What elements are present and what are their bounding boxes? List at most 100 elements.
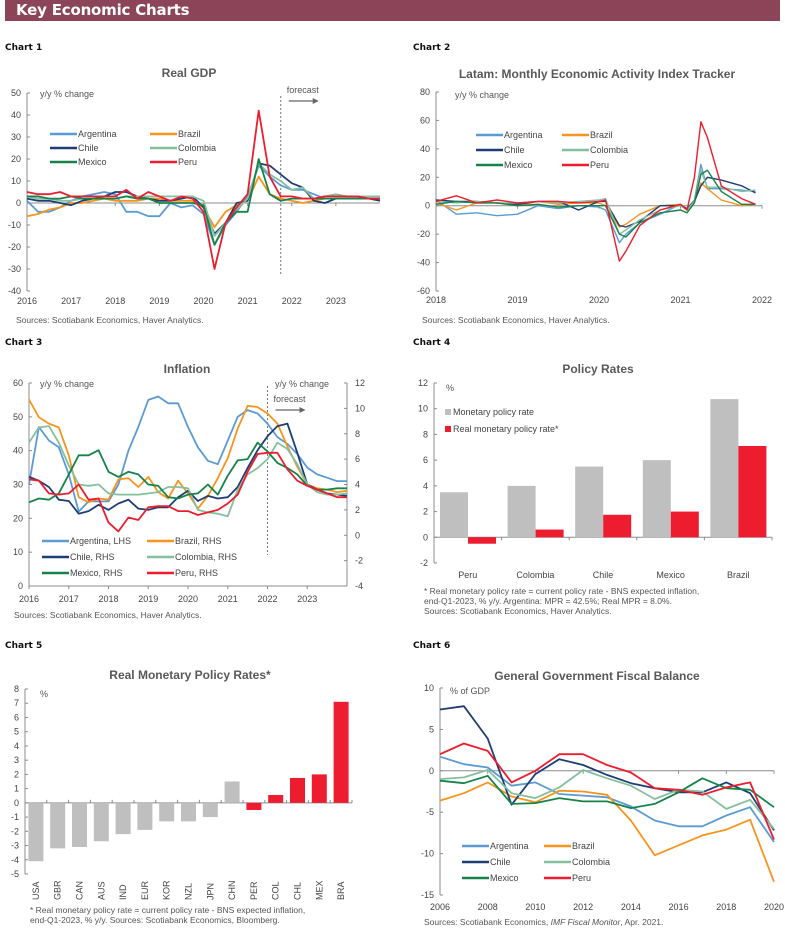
- chart-5-note-line: * Real monetary policy rate = current po…: [30, 905, 306, 915]
- chart6-y-tick-label: -5: [426, 807, 434, 817]
- chart1-y-tick-label: 0: [16, 198, 21, 208]
- chart1-forecast-arrow-icon: [312, 98, 319, 104]
- chart1-y-tick-label: -30: [8, 264, 21, 274]
- chart5-title: Real Monetary Policy Rates*: [109, 668, 271, 682]
- chart3-y-tick-label-right: 4: [355, 480, 360, 490]
- chart6-x-tick-label: 2018: [716, 902, 736, 912]
- chart2-legend-label: Mexico: [504, 160, 533, 170]
- chart-6-source-italic: IMF Fiscal Monitor: [550, 917, 621, 927]
- chart3-legend-label: Mexico, RHS: [70, 568, 123, 578]
- chart4-y-tick-label: 2: [423, 507, 428, 517]
- chart6-series-argentina: [439, 755, 775, 843]
- chart1-y-tick-label: -10: [8, 220, 21, 230]
- chart5-x-tick-label: IND: [118, 884, 128, 900]
- chart-1-label: Chart 1: [5, 43, 43, 53]
- chart2-series-peru: [435, 121, 756, 262]
- header-banner: Key Economic Charts: [5, 0, 780, 21]
- chart2-y-tick-label: -40: [417, 258, 430, 268]
- chart-3-label: Chart 3: [5, 338, 43, 348]
- chart3-legend-label: Brazil, RHS: [175, 536, 222, 546]
- chart5-bar-bra: [333, 701, 349, 803]
- chart3-y-tick-label-right: -4: [355, 581, 363, 591]
- chart-4-note-line: * Real monetary policy rate = current po…: [424, 586, 700, 596]
- chart6-legend-label: Colombia: [572, 857, 610, 867]
- chart-1-source: Sources: Scotiabank Economics, Haver Ana…: [16, 315, 204, 325]
- chart2-legend-label: Colombia: [590, 145, 628, 155]
- chart1-y-tick-label: -20: [8, 242, 21, 252]
- chart4-bar-brazil-real-mpr: [738, 446, 767, 538]
- chart6-x-tick-label: 2008: [478, 902, 498, 912]
- chart2-y-tick-label: -60: [417, 286, 430, 296]
- chart3-title: Inflation: [164, 362, 211, 376]
- chart4-legend-label: Monetary policy rate: [453, 407, 534, 417]
- chart1-legend-label: Mexico: [78, 157, 107, 167]
- chart3-y-tick-label: 60: [13, 378, 23, 388]
- chart1-x-tick-label: 2017: [61, 296, 81, 306]
- chart5-y-tick-label: 1: [14, 784, 19, 794]
- chart3-y-tick-label-right: 8: [355, 429, 360, 439]
- chart5-x-tick-label: AUS: [96, 881, 106, 900]
- chart3-legend-label: Peru, RHS: [175, 568, 218, 578]
- chart1-x-tick-label: 2023: [326, 296, 346, 306]
- chart2-title: Latam: Monthly Economic Activity Index T…: [459, 67, 736, 81]
- chart3-y-tick-label: 50: [13, 412, 23, 422]
- chart5-x-tick-label: COL: [271, 881, 281, 900]
- chart1-series-colombia: [26, 162, 380, 237]
- chart6-y-tick-label: -10: [421, 849, 434, 859]
- chart5-x-tick-label: CHL: [293, 882, 303, 900]
- chart6-x-tick-label: 2020: [764, 902, 784, 912]
- chart2-legend-label: Peru: [590, 160, 609, 170]
- page-title: Key Economic Charts: [16, 1, 190, 19]
- chart5-y-tick-label: 7: [14, 698, 19, 708]
- chart6-x-tick-label: 2016: [669, 902, 689, 912]
- chart2-x-tick-label: 2019: [507, 295, 527, 305]
- chart4-title: Policy Rates: [562, 362, 634, 376]
- chart3-legend-label: Chile, RHS: [70, 552, 115, 562]
- chart4-x-tick-label: Mexico: [656, 570, 685, 580]
- chart6-legend-label: Mexico: [490, 873, 519, 883]
- chart3-x-tick-label: 2022: [258, 594, 278, 604]
- chart4-y-tick-label: 10: [418, 404, 428, 414]
- chart6-legend-label: Argentina: [490, 841, 529, 851]
- chart1-y-tick-label: 40: [11, 110, 21, 120]
- chart3-legend-label: Colombia, RHS: [175, 552, 237, 562]
- chart5-bar-chl: [290, 777, 305, 803]
- chart2-series-mexico: [435, 169, 756, 238]
- chart3-x-tick-label: 2020: [178, 594, 198, 604]
- chart3-y-tick-label: 20: [13, 513, 23, 523]
- chart3-y-tick-label-right: 0: [355, 530, 360, 540]
- chart-4-note-line: Sources: Scotiabank Economics, Haver Ana…: [424, 606, 612, 616]
- chart4-x-tick-label: Colombia: [516, 570, 554, 580]
- chart1-forecast-label: forecast: [287, 85, 320, 95]
- chart2-series-argentina: [435, 163, 756, 244]
- chart2-legend-label: Chile: [504, 145, 525, 155]
- chart2-y-tick-label: 40: [420, 144, 430, 154]
- chart5-x-tick-label: BRA: [336, 881, 346, 900]
- chart-6-source-suffix: , Apr. 2021.: [620, 917, 664, 927]
- chart1-x-tick-label: 2021: [238, 296, 258, 306]
- chart-2-source: Sources: Scotiabank Economics, Haver Ana…: [422, 315, 610, 325]
- chart5-y-tick-label: 2: [14, 769, 19, 779]
- chart6-y-tick-label: -15: [421, 890, 434, 900]
- chart3-y-tick-label: 40: [13, 446, 23, 456]
- chart5-x-tick-label: JPN: [205, 883, 215, 900]
- chart3-x-tick-label: 2021: [218, 594, 238, 604]
- chart6-x-tick-label: 2006: [430, 902, 450, 912]
- chart5-y-tick-label: 4: [14, 741, 19, 751]
- chart1-y-tick-label: 30: [11, 132, 21, 142]
- chart5-x-tick-label: KOR: [162, 880, 172, 900]
- chart5-x-tick-label: CAN: [75, 881, 85, 900]
- chart6-series-peru: [439, 742, 775, 840]
- chart5-bar-kor: [159, 802, 175, 822]
- chart3-series-brazil: [28, 399, 348, 510]
- chart3-y-unit-label: y/y % change: [40, 379, 94, 389]
- chart6-legend-label: Brazil: [572, 841, 595, 851]
- chart4-bar-colombia-mpr: [507, 485, 536, 538]
- chart6-legend-label: Chile: [490, 857, 511, 867]
- chart6-legend-label: Peru: [572, 873, 591, 883]
- chart3-x-tick-label: 2019: [138, 594, 158, 604]
- chart3-legend-label: Argentina, LHS: [70, 536, 131, 546]
- chart5-bar-gbr: [50, 802, 66, 849]
- chart-2-label: Chart 2: [413, 43, 451, 53]
